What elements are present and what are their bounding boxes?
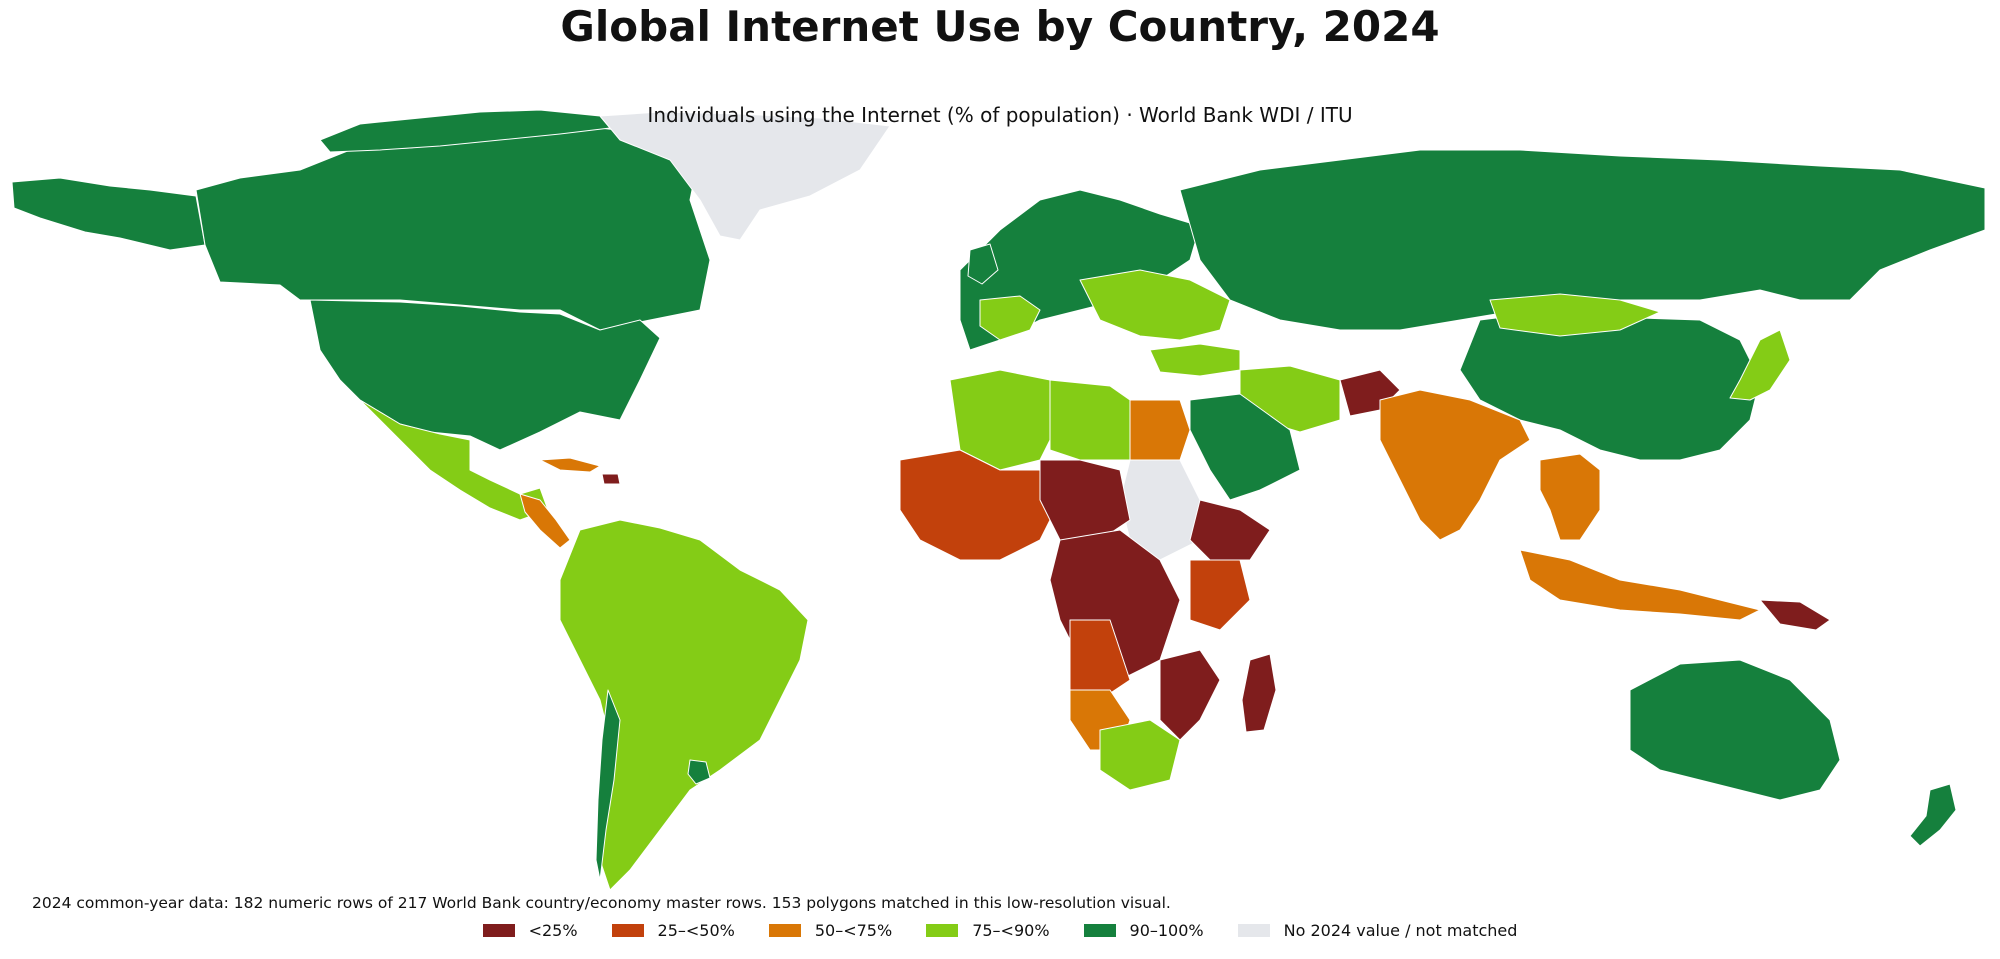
- legend-item: 25–<50%: [611, 921, 735, 940]
- region-uruguay: Uruguay: [687, 759, 711, 785]
- region-chile: Chile: [595, 689, 621, 881]
- region-saudi-arabia: Saudi Arabia: [1189, 393, 1301, 501]
- map-title: Global Internet Use by Country, 2024: [560, 2, 1440, 51]
- region-southeast-asia: Southeast Asia: [1539, 453, 1601, 541]
- region-south-america: South America: [559, 519, 809, 891]
- legend-label: <25%: [528, 921, 578, 940]
- region-mongolia: Mongolia: [1489, 293, 1661, 337]
- region-india: India: [1379, 389, 1531, 541]
- legend-item: No 2024 value / not matched: [1237, 921, 1518, 940]
- legend-item: 90–100%: [1083, 921, 1204, 940]
- map-subtitle: Individuals using the Internet (% of pop…: [647, 103, 1353, 127]
- region-west-africa: West Africa: [899, 449, 1061, 561]
- region-south-africa: South Africa: [1099, 719, 1181, 791]
- region-libya: Libya: [1049, 379, 1131, 461]
- legend-item: 75–<90%: [926, 921, 1050, 940]
- region-papua-new-guinea: Papua New Guinea: [1759, 599, 1831, 631]
- legend-swatch: [482, 924, 515, 937]
- legend-item: 50–<75%: [768, 921, 893, 940]
- legend-label: 75–<90%: [972, 921, 1050, 940]
- region-australia: Australia: [1629, 659, 1841, 801]
- region-uk: Western Europe: [967, 243, 999, 285]
- region-central-america: Central America: [519, 493, 571, 549]
- legend-swatch: [611, 924, 644, 937]
- region-indonesia: Indonesia: [1519, 549, 1761, 621]
- region-china: China: [1459, 309, 1761, 461]
- legend-swatch: [768, 924, 801, 937]
- region-cuba: Cuba: [539, 457, 601, 473]
- data-footnote: 2024 common-year data: 182 numeric rows …: [32, 894, 1171, 912]
- legend-label: 50–<75%: [814, 921, 893, 940]
- legend-swatch: [1083, 924, 1116, 937]
- region-sahel: Sahel: [1039, 459, 1131, 541]
- region-angola: Angola: [1069, 619, 1131, 701]
- region-japan: Japan: [1729, 329, 1791, 401]
- region-madagascar: Madagascar: [1241, 653, 1277, 733]
- region-ethiopia: Ethiopia: [1189, 499, 1271, 561]
- legend-label: 90–100%: [1129, 921, 1204, 940]
- region-eastern-europe: Eastern Europe: [1079, 269, 1231, 341]
- region-canada: Canada: [195, 127, 711, 331]
- region-mexico: Mexico: [359, 399, 549, 521]
- region-alaska: Alaska: [11, 177, 206, 251]
- legend-label: 25–<50%: [657, 921, 735, 940]
- region-new-zealand: New Zealand: [1909, 783, 1957, 847]
- legend-swatch: [926, 924, 959, 937]
- legend-swatch: [1237, 924, 1270, 937]
- region-greenland: Greenland: [599, 111, 891, 241]
- region-france: France: [979, 295, 1041, 341]
- region-russia: Russia: [1179, 149, 1986, 331]
- region-haiti: Haiti: [601, 473, 621, 485]
- region-egypt: Egypt: [1129, 399, 1191, 461]
- region-mozambique: Mozambique: [1159, 649, 1221, 741]
- legend-item: <25%: [482, 921, 578, 940]
- legend: <25% 25–<50% 50–<75% 75–<90% 90–100% No …: [0, 921, 2000, 940]
- legend-label: No 2024 value / not matched: [1283, 921, 1518, 940]
- region-turkey: Turkey: [1149, 343, 1241, 377]
- region-kenya: Kenya: [1189, 559, 1251, 631]
